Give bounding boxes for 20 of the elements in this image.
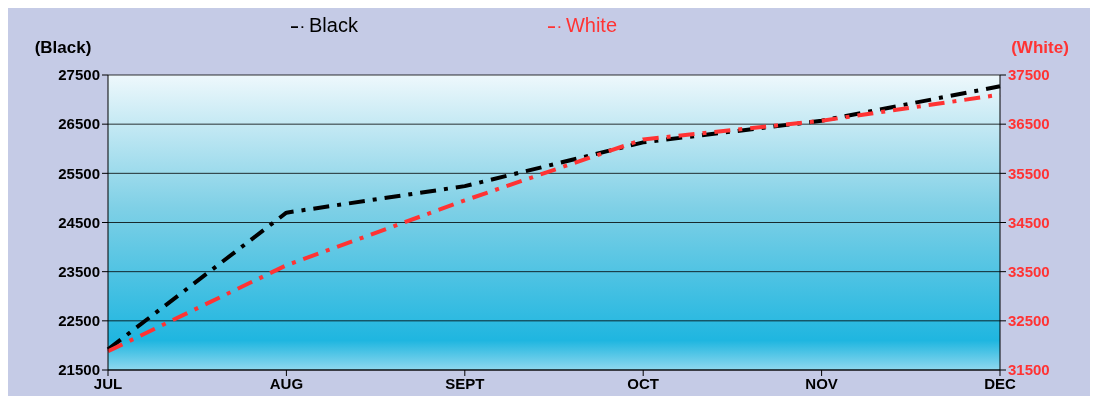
x-tick-label: AUG	[269, 374, 304, 392]
y2-tick-label: 36500	[1008, 115, 1050, 133]
legend-label: White	[565, 14, 618, 36]
y-tick-label: 25500	[58, 164, 100, 182]
y2-tick-label: 37500	[1008, 66, 1050, 84]
y2-axis-title: (White)	[1011, 38, 1069, 57]
x-tick-label: NOV	[805, 374, 838, 392]
y2-tick-label: 34500	[1008, 213, 1050, 231]
x-tick-label: SEPT	[445, 374, 485, 392]
y-tick-label: 26500	[58, 115, 100, 133]
y2-tick-label: 35500	[1008, 164, 1050, 182]
y-tick-label: 27500	[58, 66, 100, 84]
legend-label: Black	[308, 14, 358, 36]
y-axis-title: (Black)	[34, 38, 92, 57]
y2-tick-label: 32500	[1008, 312, 1050, 330]
x-tick-label: OCT	[627, 374, 660, 392]
y-tick-label: 22500	[58, 312, 100, 330]
y2-tick-label: 33500	[1008, 262, 1050, 280]
y-tick-label: 23500	[58, 262, 100, 280]
y-tick-label: 24500	[58, 213, 100, 231]
